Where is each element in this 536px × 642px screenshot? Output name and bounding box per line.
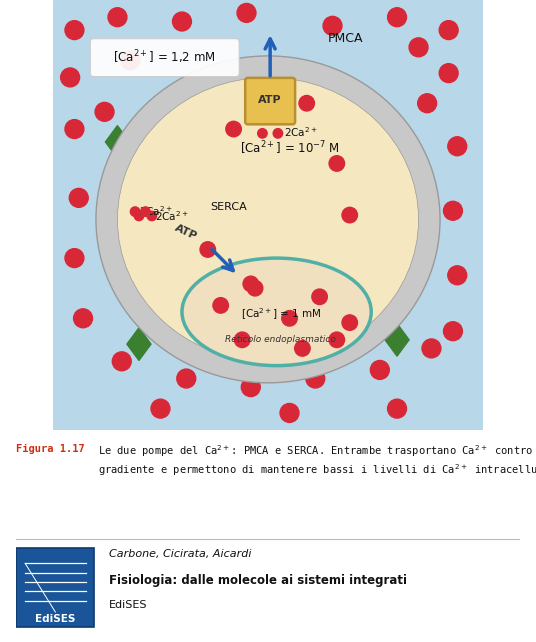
Polygon shape xyxy=(106,225,130,257)
Text: PMCA: PMCA xyxy=(327,32,363,45)
Circle shape xyxy=(295,341,310,356)
Circle shape xyxy=(65,21,84,40)
Circle shape xyxy=(151,399,170,418)
Circle shape xyxy=(65,119,84,139)
Circle shape xyxy=(140,207,150,216)
Circle shape xyxy=(69,188,88,207)
Ellipse shape xyxy=(96,56,440,383)
Circle shape xyxy=(108,8,127,27)
Circle shape xyxy=(237,3,256,22)
Circle shape xyxy=(443,202,463,220)
Circle shape xyxy=(443,322,463,341)
Circle shape xyxy=(370,360,389,379)
Text: Fisiologia: dalle molecole ai sistemi integrati: Fisiologia: dalle molecole ai sistemi in… xyxy=(109,574,407,587)
Circle shape xyxy=(61,68,80,87)
Circle shape xyxy=(448,266,467,285)
FancyBboxPatch shape xyxy=(91,39,239,76)
Text: Figura 1.17: Figura 1.17 xyxy=(16,444,85,454)
Circle shape xyxy=(95,102,114,121)
Circle shape xyxy=(306,369,325,388)
Circle shape xyxy=(342,315,358,331)
Text: Le due pompe del Ca$^{2+}$: PMCA e SERCA. Entrambe trasportano Ca$^{2+}$ contro
: Le due pompe del Ca$^{2+}$: PMCA e SERCA… xyxy=(98,444,536,478)
Polygon shape xyxy=(376,126,400,159)
Text: ATP: ATP xyxy=(258,95,282,105)
Polygon shape xyxy=(127,328,151,360)
Circle shape xyxy=(280,403,299,422)
Circle shape xyxy=(342,207,358,223)
Ellipse shape xyxy=(182,258,371,365)
Circle shape xyxy=(323,16,342,35)
Polygon shape xyxy=(376,225,400,257)
Text: Carbone, Cicirata, Aicardi: Carbone, Cicirata, Aicardi xyxy=(109,549,252,559)
Circle shape xyxy=(312,289,327,304)
Circle shape xyxy=(200,242,215,257)
Text: 2Ca$^{2+}$: 2Ca$^{2+}$ xyxy=(155,209,189,223)
Circle shape xyxy=(121,51,140,70)
Circle shape xyxy=(173,12,191,31)
Circle shape xyxy=(329,332,345,347)
Text: [Ca$^{2+}$] = 10$^{-7}$ M: [Ca$^{2+}$] = 10$^{-7}$ M xyxy=(240,139,339,157)
Circle shape xyxy=(177,369,196,388)
Circle shape xyxy=(130,207,140,216)
FancyBboxPatch shape xyxy=(245,78,295,125)
Circle shape xyxy=(241,377,260,397)
Circle shape xyxy=(243,276,258,291)
Text: [Ca$^{2+}$] = 1 mM: [Ca$^{2+}$] = 1 mM xyxy=(241,306,321,322)
Bar xyxy=(16,548,94,627)
Text: 2Ca$^{2+}$: 2Ca$^{2+}$ xyxy=(284,126,318,139)
Circle shape xyxy=(448,137,467,156)
Text: EdiSES: EdiSES xyxy=(35,614,76,624)
Circle shape xyxy=(213,298,228,313)
Circle shape xyxy=(418,94,437,113)
Circle shape xyxy=(273,128,282,138)
Text: [Ca$^{2+}$] = 1,2 mM: [Ca$^{2+}$] = 1,2 mM xyxy=(114,49,216,66)
Text: SERCA: SERCA xyxy=(210,202,247,213)
Circle shape xyxy=(439,21,458,40)
Circle shape xyxy=(282,311,297,326)
Circle shape xyxy=(65,248,84,268)
Text: 2Ca$^{2+}$: 2Ca$^{2+}$ xyxy=(139,204,173,218)
Circle shape xyxy=(299,96,315,111)
Circle shape xyxy=(258,128,267,138)
Text: EdiSES: EdiSES xyxy=(109,600,148,609)
Circle shape xyxy=(226,121,241,137)
Circle shape xyxy=(234,332,250,347)
Circle shape xyxy=(388,8,406,27)
Circle shape xyxy=(73,309,93,328)
Ellipse shape xyxy=(117,78,419,361)
Circle shape xyxy=(388,399,406,418)
Circle shape xyxy=(439,64,458,83)
Circle shape xyxy=(422,339,441,358)
Circle shape xyxy=(147,211,157,221)
Polygon shape xyxy=(106,126,130,159)
Text: ATP: ATP xyxy=(174,223,199,242)
Circle shape xyxy=(134,211,144,221)
Circle shape xyxy=(112,352,131,371)
Circle shape xyxy=(247,281,263,296)
Polygon shape xyxy=(385,324,409,356)
Circle shape xyxy=(409,38,428,56)
Text: Reticolo endoplasmatico: Reticolo endoplasmatico xyxy=(226,335,337,344)
Circle shape xyxy=(329,156,345,171)
